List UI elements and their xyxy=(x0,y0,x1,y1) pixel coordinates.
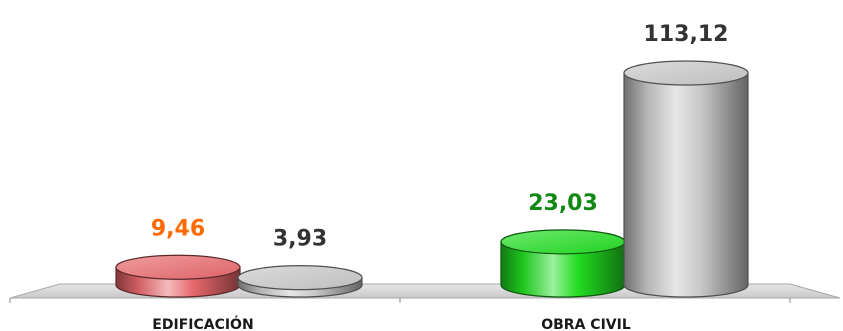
value-label: 113,12 xyxy=(644,22,729,47)
bar-2-series-2 xyxy=(623,60,749,298)
value-label: 3,93 xyxy=(273,227,327,252)
bars-group xyxy=(115,60,749,298)
category-labels-group: EDIFICACIÓN OBRA CIVIL xyxy=(152,315,631,331)
bar-top xyxy=(115,254,241,280)
bar-top xyxy=(500,229,626,255)
bar-1-series-2 xyxy=(237,265,363,298)
value-label: 23,03 xyxy=(528,191,598,216)
category-label: OBRA CIVIL xyxy=(541,317,631,331)
bar-1-series-1 xyxy=(115,254,241,298)
value-label: 9,46 xyxy=(151,216,205,241)
bar-2-series-1 xyxy=(500,229,626,298)
bar-top xyxy=(623,60,749,86)
value-labels-group: 9,46 23,03 3,93 113,12 xyxy=(151,22,729,252)
category-label: EDIFICACIÓN xyxy=(152,315,253,331)
bar-body xyxy=(500,241,626,298)
bar-top xyxy=(237,265,363,291)
bar-body xyxy=(623,72,749,298)
